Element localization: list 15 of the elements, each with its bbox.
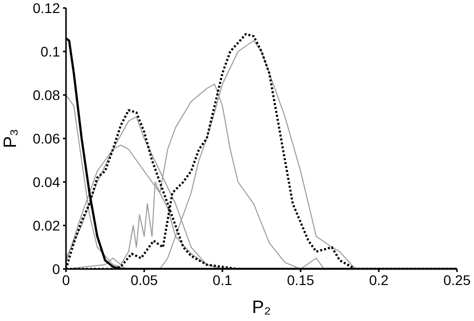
y-tick-label: 0.04: [32, 174, 60, 190]
y-tick-label: 0.06: [32, 130, 60, 146]
x-axis-title: P₂: [252, 297, 272, 317]
y-tick-label: 0.12: [32, 0, 60, 16]
x-tick-label: 0.1: [212, 272, 232, 288]
x-tick-label: 0.2: [369, 272, 389, 288]
x-tick-label: 0.25: [443, 272, 471, 288]
y-tick-label: 0: [52, 260, 60, 277]
x-tick-label: 0.05: [130, 272, 158, 288]
y-axis-title: P₃: [0, 128, 20, 148]
y-tick-label: 0.08: [32, 86, 60, 103]
y-tick-label: 0.02: [32, 217, 60, 234]
x-tick-label: 0.15: [286, 272, 314, 288]
x-tick-label: 0: [62, 272, 70, 288]
y-tick-label: 0.1: [40, 43, 60, 60]
